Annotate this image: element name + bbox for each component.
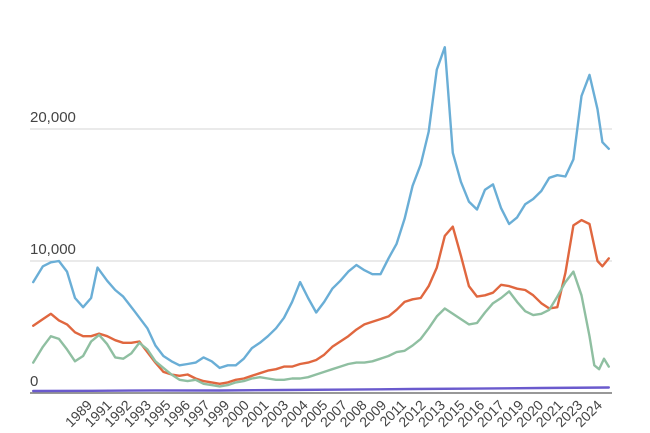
y-tick-label: 0 — [30, 373, 38, 390]
y-tick-label: 10,000 — [30, 241, 76, 258]
y-tick-label: 20,000 — [30, 109, 76, 126]
x-tick-labels: 1989199119921993199519961997199920002001… — [62, 397, 605, 430]
series-line-2 — [32, 218, 610, 385]
series-line-1 — [32, 46, 610, 370]
series-lines — [32, 46, 610, 393]
series-line-3 — [32, 270, 610, 388]
y-tick-labels: 0 10,000 20,000 — [30, 109, 76, 390]
series-line-4 — [32, 386, 610, 393]
grid-lines — [30, 128, 612, 394]
